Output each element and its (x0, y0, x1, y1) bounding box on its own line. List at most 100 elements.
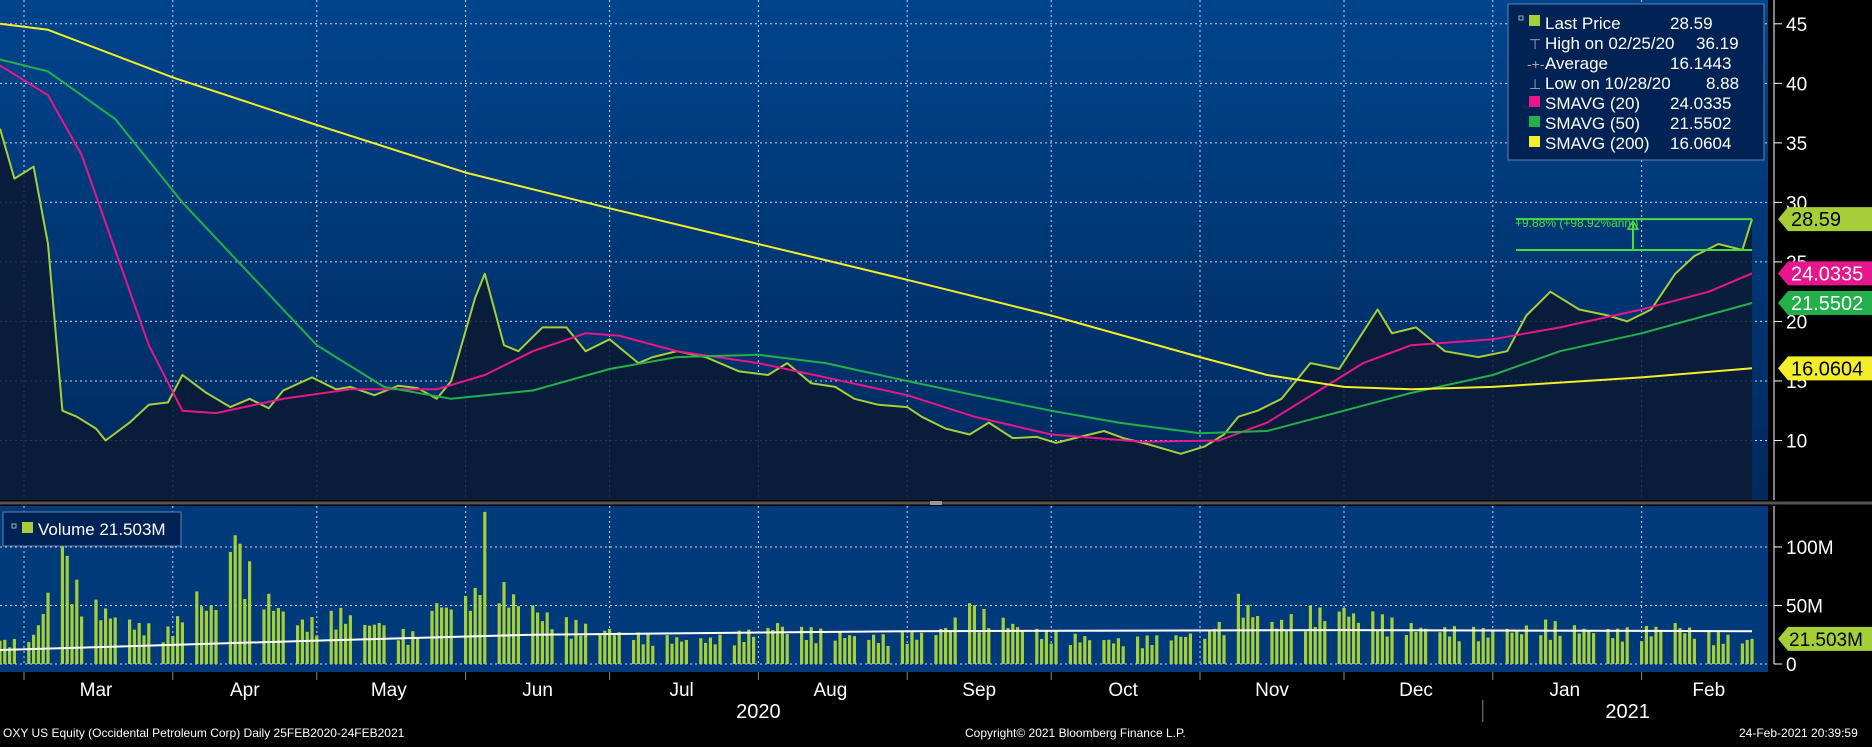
volume-bar (814, 643, 818, 664)
legend-item-high[interactable]: ⊤ High on 02/25/20 36.19 (1529, 34, 1739, 53)
volume-bar (1409, 623, 1413, 664)
legend-item-last-price[interactable]: Last Price 28.59 (1518, 14, 1713, 33)
volume-bar (12, 638, 16, 664)
volume-bar (617, 632, 621, 664)
legend-item-sma200[interactable]: SMAVG (200) 16.0604 (1529, 134, 1731, 153)
volume-bar (1054, 631, 1058, 664)
last-price-tag: 28.59 (1778, 207, 1872, 232)
volume-bar (1083, 636, 1087, 664)
volume-legend[interactable]: Volume 21.503M (2, 511, 182, 547)
volume-y-tick-label: 0 (1786, 655, 1797, 676)
volume-bar (339, 607, 343, 664)
volume-bar (1505, 628, 1509, 664)
volume-bar (1188, 633, 1192, 664)
volume-bar (1006, 628, 1010, 664)
sma200-line[interactable] (0, 22, 1753, 391)
volume-bar (732, 645, 736, 664)
expand-icon[interactable] (11, 523, 17, 529)
volume-bar (1073, 633, 1077, 664)
volume-bar (872, 634, 876, 664)
volume-bar (1217, 621, 1221, 664)
sma50-line[interactable] (0, 58, 1753, 435)
volume-average-line[interactable] (0, 629, 1753, 651)
x-tick-label: Apr (230, 680, 260, 701)
volume-bar (1308, 605, 1312, 664)
panel-resize-handle[interactable] (930, 501, 942, 505)
volume-bar (1649, 636, 1653, 664)
volume-bar (646, 632, 650, 664)
volume-bar (512, 594, 516, 664)
volume-bar (200, 606, 204, 664)
performance-annotation[interactable]: +9.88% (+98.92%ann.) (1515, 216, 1638, 230)
volume-bar (915, 639, 919, 664)
volume-bar (1352, 613, 1356, 664)
volume-bar (1337, 611, 1341, 664)
volume-bar (545, 612, 549, 664)
x-tick-label: Jan (1549, 680, 1580, 701)
volume-bar (1011, 623, 1015, 664)
volume-bar (1673, 623, 1677, 664)
volume-bar (1620, 641, 1624, 664)
volume-bar (1371, 611, 1375, 664)
volume-bar (233, 535, 237, 664)
volume-bar (0, 640, 2, 664)
volume-bar (670, 643, 674, 664)
expand-icon[interactable] (1518, 15, 1524, 21)
legend-item-sma50[interactable]: SMAVG (50) 21.5502 (1529, 114, 1731, 133)
volume-bar (243, 598, 247, 664)
volume-bar (987, 628, 991, 664)
volume-bar (46, 592, 50, 664)
high-marker-icon: ⊤ (1529, 36, 1541, 52)
volume-bar (1491, 630, 1495, 664)
volume-bar (1481, 628, 1485, 664)
x-tick-label: Aug (813, 680, 847, 701)
volume-bar (1443, 627, 1447, 664)
volume-bar (228, 551, 232, 664)
volume-bar (785, 634, 789, 664)
sma20-line[interactable] (0, 64, 1753, 443)
volume-bar (382, 625, 386, 664)
volume-bar (1174, 635, 1178, 664)
volume-bar (848, 635, 852, 664)
last-price-line[interactable] (0, 128, 1753, 455)
volume-bar (1256, 616, 1260, 664)
x-tick-label: May (371, 680, 407, 701)
volume-bar (281, 611, 285, 664)
volume-bar (1236, 593, 1240, 664)
volume-plot (0, 511, 1754, 664)
volume-bar (704, 642, 708, 664)
volume-bar (1044, 630, 1048, 664)
legend-item-low[interactable]: ⊥ Low on 10/28/20 8.88 (1529, 74, 1739, 93)
volume-bar (238, 543, 242, 664)
volume-bar (603, 630, 607, 664)
volume-bar (972, 605, 976, 664)
last-price-tag-label: 28.59 (1791, 209, 1841, 231)
volume-bar (771, 630, 775, 664)
volume-bar (1102, 640, 1106, 664)
volume-bar (60, 541, 64, 664)
price-legend[interactable]: Last Price 28.59 ⊤ High on 02/25/20 36.1… (1507, 3, 1765, 161)
x-tick-label: Jun (522, 680, 553, 701)
volume-bar (1515, 629, 1519, 664)
volume-bar (473, 587, 477, 664)
volume-bar (1572, 625, 1576, 664)
volume-bar (1587, 631, 1591, 664)
footer-copyright: Copyright© 2021 Bloomberg Finance L.P. (965, 726, 1186, 740)
volume-bar (1150, 645, 1154, 664)
volume-bar (99, 620, 103, 664)
legend-item-average[interactable]: -+- Average 16.1443 (1527, 54, 1731, 73)
volume-bar (968, 603, 972, 664)
price-plot (0, 22, 1753, 500)
year-label: 2021 (1605, 701, 1650, 723)
legend-item-sma20[interactable]: SMAVG (20) 24.0335 (1529, 94, 1731, 113)
legend-label: Average (1545, 54, 1608, 73)
volume-bar (699, 638, 703, 664)
volume-bar (636, 632, 640, 664)
volume-bar (939, 628, 943, 664)
volume-bar (905, 643, 909, 664)
y-tick-label: 45 (1786, 15, 1807, 36)
volume-bar (953, 617, 957, 664)
legend-label: Low on 10/28/20 (1545, 74, 1671, 93)
volume-bar (1448, 636, 1452, 664)
